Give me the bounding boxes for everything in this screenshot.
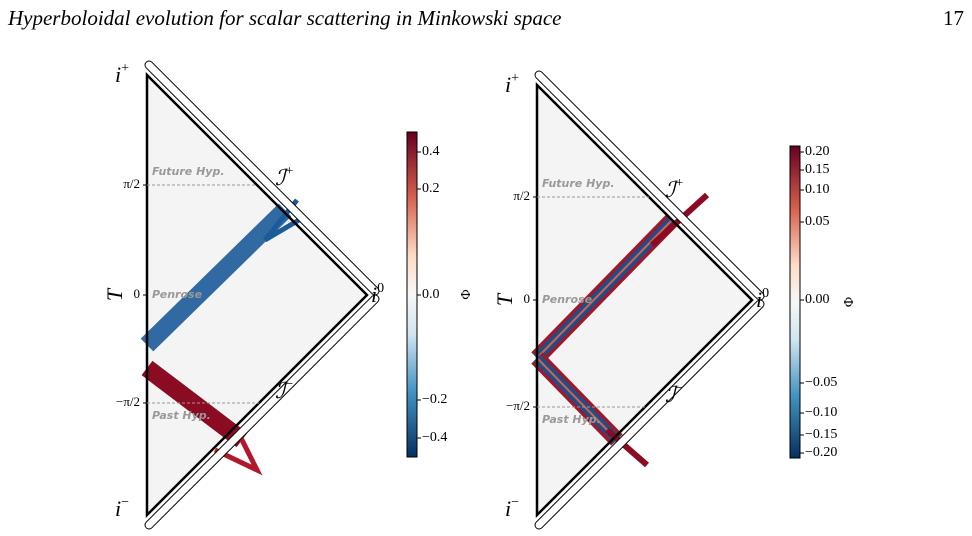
y-tick-label: 0 xyxy=(134,286,141,301)
scri-plus-label-sup: + xyxy=(285,164,293,179)
y-tick-label: π/2 xyxy=(513,188,530,203)
colorbar-tick-label: 0.05 xyxy=(805,214,830,229)
colorbar-tick-label: 0.2 xyxy=(422,181,440,196)
vertex-spatial-sup: 0 xyxy=(762,286,769,301)
vertex-bottom: i− xyxy=(505,495,519,521)
slice-label: Future Hyp. xyxy=(542,177,615,190)
vertex-spatial: i0 xyxy=(371,281,384,307)
vertex-spatial-base: i xyxy=(756,287,762,312)
colorbar xyxy=(789,145,801,459)
vertex-bottom: i− xyxy=(115,495,129,521)
vertex-bottom-base: i xyxy=(505,496,511,521)
vertex-bottom-base: i xyxy=(115,496,121,521)
slice-label: Past Hyp. xyxy=(542,413,601,426)
slice-label: Penrose xyxy=(152,288,203,301)
slice-label: Penrose xyxy=(542,293,593,306)
colorbar-label: Φ xyxy=(459,289,474,299)
colorbar-tick-label: 0.00 xyxy=(805,292,830,307)
vertex-bottom-sup: − xyxy=(121,495,129,510)
colorbar-tick-label: 0.10 xyxy=(805,182,830,197)
colorbar-tick-label: −0.2 xyxy=(422,392,447,407)
scri-strip xyxy=(535,71,764,300)
y-tick-label: 0 xyxy=(524,291,531,306)
vertex-top: i+ xyxy=(505,71,519,97)
colorbar-tick-label: 0.20 xyxy=(805,144,830,159)
axis-label: T xyxy=(102,287,127,301)
scri-minus-label-sup: − xyxy=(285,377,293,392)
scri-strip xyxy=(535,300,764,529)
colorbar-tick-label: 0.0 xyxy=(422,287,440,302)
scri-strip xyxy=(145,61,379,295)
slice-label: Future Hyp. xyxy=(152,165,225,178)
vertex-spatial: i0 xyxy=(756,286,769,312)
colorbar-tick-label: −0.20 xyxy=(805,445,837,460)
wave-blue xyxy=(140,203,292,352)
axis-label: T xyxy=(492,292,517,306)
scri-profile xyxy=(213,428,263,476)
wave-inner xyxy=(536,357,618,441)
y-tick-label: π/2 xyxy=(123,176,140,191)
vertex-top: i+ xyxy=(115,61,129,87)
colorbar-tick-label: 0.4 xyxy=(422,144,440,159)
vertex-top-sup: + xyxy=(121,61,129,76)
scri-plus-label: ℐ+ xyxy=(275,164,293,190)
vertex-top-base: i xyxy=(115,62,121,87)
colorbar-label: Φ xyxy=(842,297,857,307)
colorbar-tick-label: −0.4 xyxy=(422,430,447,445)
vertex-bottom-sup: − xyxy=(511,495,519,510)
scri-profile xyxy=(605,427,649,468)
vertex-top-base: i xyxy=(505,72,511,97)
vertex-spatial-sup: 0 xyxy=(377,281,384,296)
colorbar-tick-label: −0.15 xyxy=(805,427,837,442)
colorbar-tick-label: −0.10 xyxy=(805,405,837,420)
running-title: Hyperboloidal evolution for scalar scatt… xyxy=(7,6,562,30)
colorbar xyxy=(406,131,418,458)
colorbar-tick-label: 0.15 xyxy=(805,162,830,177)
scri-minus-label: ℐ− xyxy=(275,377,293,403)
wave-inner xyxy=(536,219,673,359)
scri-minus-label: ℐ− xyxy=(665,381,683,407)
page-number: 17 xyxy=(943,6,964,30)
scri-strip xyxy=(145,295,379,529)
scri-minus-label-sup: − xyxy=(675,381,683,396)
scri-plus-label-sup: + xyxy=(675,176,683,191)
y-tick-label: −π/2 xyxy=(506,398,530,413)
vertex-top-sup: + xyxy=(511,71,519,86)
vertex-spatial-base: i xyxy=(371,282,377,307)
y-tick-label: −π/2 xyxy=(116,394,140,409)
scri-plus-label: ℐ+ xyxy=(665,176,683,202)
colorbar-tick-label: −0.05 xyxy=(805,375,837,390)
slice-label: Past Hyp. xyxy=(152,409,211,422)
wave-red xyxy=(141,360,248,448)
